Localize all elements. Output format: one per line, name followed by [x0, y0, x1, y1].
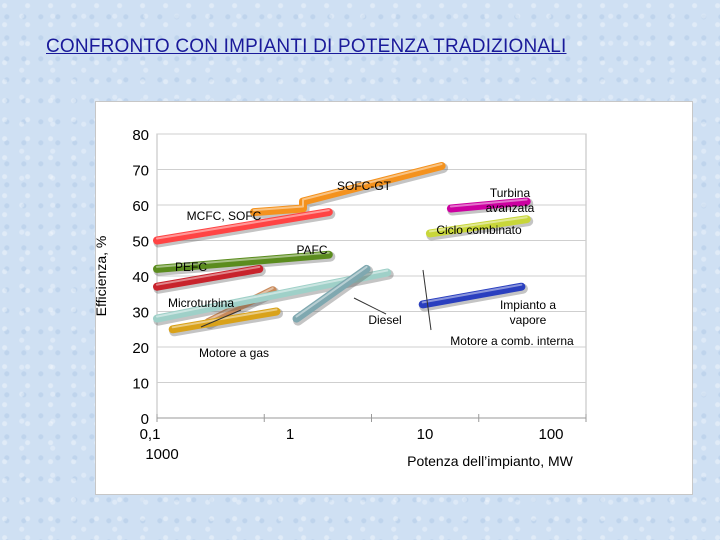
series-highlight-sofc-gt [252, 163, 443, 212]
series-line-pafc [153, 250, 333, 273]
series-highlight-motore-a-comb-interna [295, 265, 368, 318]
label-turbina-avanzata: avanzata [486, 201, 535, 215]
leader-diesel [353, 297, 387, 315]
series-line-turbina-avanzata [446, 197, 531, 213]
label-pafc: PAFC [296, 243, 327, 257]
y-tick-label: 20 [132, 340, 149, 357]
series-highlight-mcfc-sofc [156, 209, 330, 240]
label-diesel: Diesel [368, 313, 401, 327]
label-motore-a-comb-interna: Motore a comb. interna [450, 334, 574, 348]
series-highlight-motore-a-gas [171, 308, 278, 329]
series-line-motore-a-comb-interna [292, 264, 371, 323]
y-axis-title: Efficienza, % [96, 236, 109, 317]
label-impianto-a-vapore: vapore [510, 313, 547, 327]
series-highlight-ciclo-combinato [428, 216, 528, 233]
y-tick-label: 40 [132, 269, 149, 286]
x-tick-label: 10 [417, 426, 434, 443]
y-tick-label: 70 [132, 163, 149, 180]
leader-motore-comb-interna [422, 269, 432, 331]
efficiency-chart: 0 10 20 30 40 50 60 70 80 0,1 1 10 100 1000 Potenza de… [96, 127, 587, 469]
series-line-ciclo-combinato [425, 215, 531, 238]
y-tick-label: 50 [132, 234, 149, 251]
series-line-sofc-gt [249, 162, 446, 217]
series-line-mcfc-sofc [153, 208, 333, 245]
chart-panel: 0 10 20 30 40 50 60 70 80 0,1 1 10 100 1000 Potenza de… [95, 101, 693, 495]
series-highlight-pafc [156, 251, 330, 268]
y-tick-label: 60 [132, 198, 149, 215]
label-mcfc-sofc: MCFC, SOFC [187, 209, 262, 223]
x-tick-label: 0,1 [140, 426, 161, 443]
label-ciclo-combinato: Ciclo combinato [436, 223, 522, 237]
label-microturbina: Microturbina [168, 296, 234, 310]
x-tick-label: 1 [286, 426, 294, 443]
y-tick-label: 10 [132, 376, 149, 393]
y-tick-label: 30 [132, 305, 149, 322]
y-tick-label: 0 [141, 411, 149, 428]
series-highlight-impianto-a-vapore [421, 283, 523, 304]
series-line-pefc [153, 264, 264, 291]
label-motore-a-gas: Motore a gas [199, 346, 269, 360]
series-highlight-turbina-avanzata [449, 198, 528, 208]
x-tick-label-1000: 1000 [145, 446, 178, 463]
page-title: CONFRONTO CON IMPIANTI DI POTENZA TRADIZ… [46, 36, 567, 57]
label-pefc: PEFC [175, 260, 207, 274]
series-line-motore-a-gas [168, 307, 281, 334]
label-sofc-gt: SOFC-GT [337, 179, 392, 193]
x-axis-title: Potenza dell’impianto, MW [407, 453, 574, 469]
label-impianto-a-vapore: Impianto a [500, 298, 556, 312]
y-tick-label: 80 [132, 127, 149, 144]
x-tick-label: 100 [538, 426, 563, 443]
leader-microturbina [200, 309, 242, 328]
series-highlight-pefc [156, 265, 261, 286]
label-turbina-avanzata: Turbina [490, 186, 531, 200]
series-line-impianto-a-vapore [418, 282, 526, 309]
